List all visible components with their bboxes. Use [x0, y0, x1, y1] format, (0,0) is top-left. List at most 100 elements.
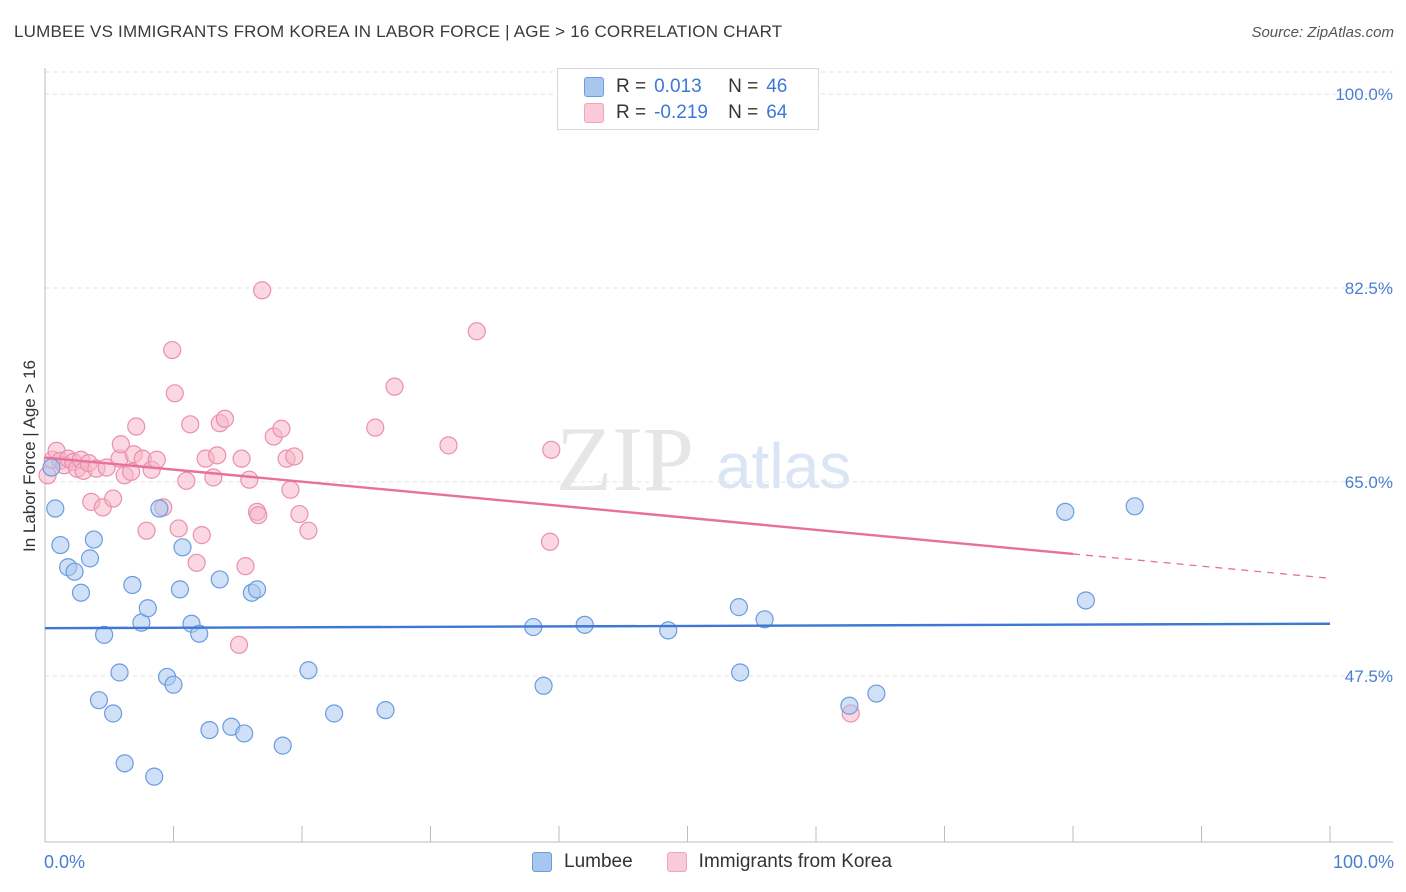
legend-row-lumbee: R = 0.013 N = 46 — [584, 74, 787, 100]
watermark-zip: ZIP — [556, 408, 694, 510]
source-label: Source: ZipAtlas.com — [1251, 24, 1394, 41]
legend-n-label: N = — [728, 76, 759, 97]
lumbee-point — [299, 661, 318, 680]
y-axis-label: In Labor Force | Age > 16 — [20, 360, 39, 552]
y-tick-label: 100.0% — [1335, 85, 1393, 104]
x-tick-right: 100.0% — [1332, 852, 1394, 872]
lumbee-point — [325, 704, 344, 723]
bottom-legend: Lumbee Immigrants from Korea — [532, 851, 926, 873]
korea-point — [165, 384, 184, 403]
lumbee-point — [867, 684, 886, 703]
lumbee-point — [46, 499, 65, 518]
lumbee-point — [210, 570, 229, 589]
korea-point — [229, 635, 249, 654]
legend-row-korea: R = -0.219 N = 64 — [584, 100, 787, 126]
lumbee-point — [51, 535, 70, 555]
lumbee-point — [89, 691, 109, 710]
korea-point — [253, 281, 272, 300]
bottom-legend-korea-label: Immigrants from Korea — [698, 851, 892, 872]
korea-point — [137, 521, 156, 540]
lumbee-swatch — [532, 852, 552, 872]
lumbee-swatch — [584, 77, 604, 97]
watermark-atlas: atlas — [716, 430, 851, 502]
korea-point — [215, 409, 234, 428]
korea-point — [285, 447, 304, 466]
legend-r-label: R = — [616, 76, 647, 97]
lumbee-point — [115, 754, 134, 773]
lumbee-point — [659, 621, 678, 640]
korea-point — [111, 435, 130, 454]
trend-lines — [44, 456, 1331, 630]
lumbee-point — [150, 499, 169, 518]
y-ticks: 100.0% 82.5% 65.0% 47.5% — [1335, 85, 1393, 686]
korea-point — [187, 553, 206, 572]
lumbee-point — [534, 676, 553, 695]
lumbee-point — [190, 624, 209, 643]
korea-point — [240, 470, 259, 489]
korea-point — [232, 449, 251, 468]
lumbee-point — [110, 663, 129, 682]
korea-point — [177, 471, 196, 490]
bottom-legend-lumbee: Lumbee — [532, 851, 633, 873]
korea-point — [542, 440, 561, 459]
lumbee-point — [755, 610, 774, 629]
legend-r-value: -0.219 — [654, 102, 708, 123]
korea-point — [290, 504, 309, 524]
korea-point — [467, 322, 486, 341]
korea-point — [236, 557, 255, 576]
lumbee-point — [95, 625, 114, 644]
legend-n-label: N = — [728, 102, 759, 123]
legend-n-value: 46 — [766, 76, 788, 97]
lumbee-point — [840, 696, 859, 715]
lumbee-point — [731, 663, 750, 682]
korea-point — [104, 489, 123, 508]
lumbee-point — [164, 675, 183, 694]
y-tick-label: 65.0% — [1345, 473, 1393, 492]
lumbee-point — [170, 580, 190, 599]
lumbee-point — [84, 530, 103, 549]
korea-point — [208, 446, 227, 465]
bottom-legend-lumbee-label: Lumbee — [564, 851, 633, 872]
bottom-legend-korea: Immigrants from Korea — [666, 851, 892, 873]
korea-point — [127, 417, 146, 436]
legend: R = 0.013 N = 46 R = -0.219 N = 64 — [557, 68, 819, 130]
x-tick-left: 0.0% — [44, 852, 86, 872]
korea-swatch — [584, 103, 604, 123]
korea-point — [281, 480, 300, 499]
korea-point — [439, 436, 458, 455]
lumbee-point — [138, 599, 157, 618]
lumbee-point — [247, 580, 267, 599]
lumbee-point — [71, 583, 91, 602]
lumbee-point — [1076, 591, 1095, 610]
korea-point — [366, 418, 385, 437]
series-lumbee-points — [42, 458, 1144, 786]
korea-point — [121, 462, 141, 482]
lumbee-point — [104, 704, 123, 723]
legend-r-value: 0.013 — [654, 76, 702, 97]
lumbee-point — [123, 575, 142, 595]
lumbee-point — [80, 549, 100, 568]
lumbee-point — [235, 724, 254, 743]
y-tick-label: 47.5% — [1345, 667, 1393, 686]
legend-r-label: R = — [616, 102, 647, 123]
lumbee-trend-line — [44, 622, 1331, 630]
korea-point — [204, 468, 223, 487]
watermark: ZIP atlas — [556, 408, 851, 510]
lumbee-point — [42, 458, 61, 477]
korea-swatch — [666, 852, 687, 872]
lumbee-point — [575, 615, 594, 634]
korea-point — [169, 519, 188, 538]
lumbee-point — [200, 721, 219, 740]
korea-point — [163, 340, 182, 360]
lumbee-point — [1056, 502, 1075, 521]
lumbee-point — [729, 598, 749, 617]
korea-trend-line — [1072, 553, 1331, 579]
korea-point — [385, 377, 404, 396]
korea-point — [192, 526, 211, 545]
lumbee-point — [376, 701, 395, 720]
lumbee-point — [65, 562, 84, 581]
korea-point — [147, 450, 166, 469]
lumbee-point — [145, 767, 164, 786]
lumbee-point — [173, 538, 192, 557]
